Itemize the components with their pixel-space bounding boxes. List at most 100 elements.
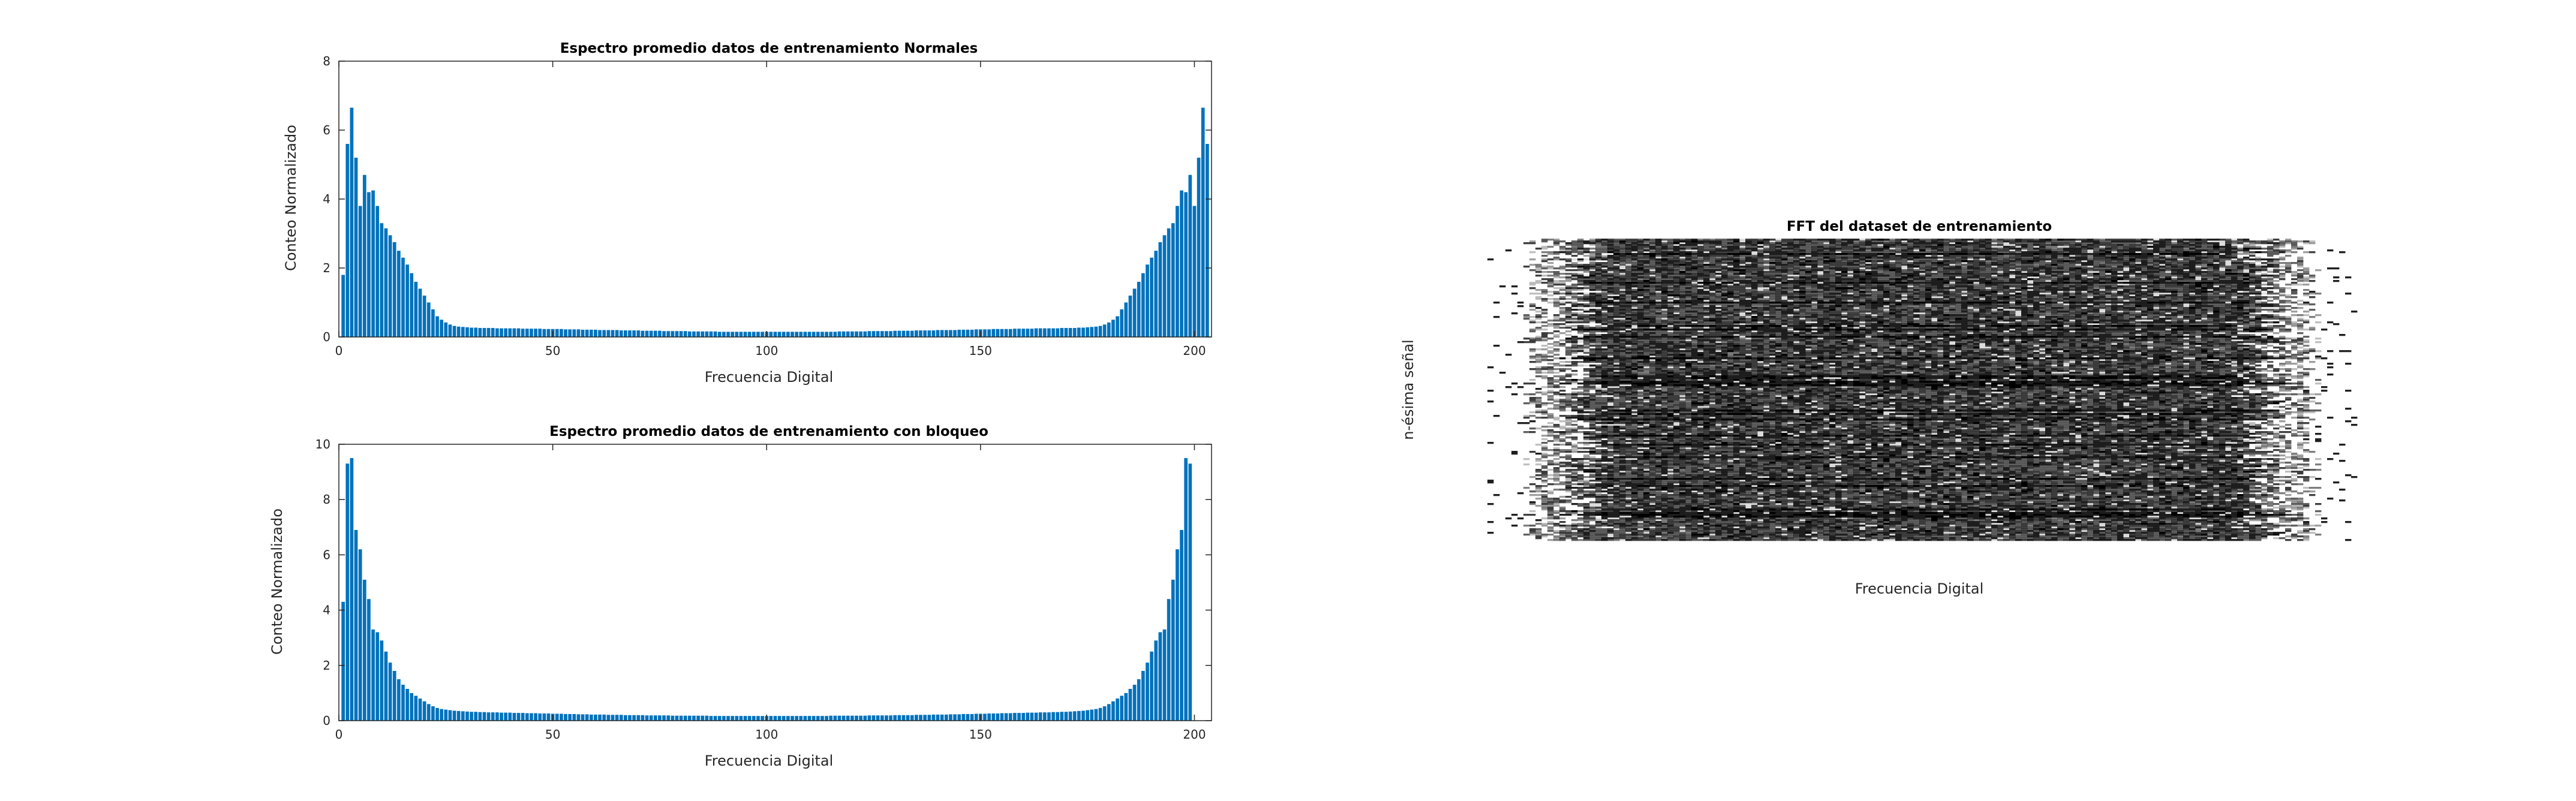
heatmap-cell	[1733, 302, 1751, 303]
heatmap-cell	[1889, 325, 1901, 327]
heatmap-cell	[1865, 264, 1871, 266]
bar	[615, 330, 619, 338]
bar	[876, 715, 880, 721]
heatmap-cell	[2285, 323, 2291, 325]
bar	[889, 715, 892, 721]
heatmap-cell	[1739, 309, 1745, 311]
heatmap-cell	[1643, 278, 1649, 280]
heatmap-cell	[1757, 307, 1763, 309]
bar	[1056, 712, 1059, 721]
heatmap-cell	[2015, 300, 2021, 302]
bar	[1021, 713, 1025, 721]
heatmap-cell	[2195, 266, 2201, 267]
heatmap-cell	[1799, 318, 1805, 320]
heatmap-cell	[1643, 314, 1667, 316]
heatmap-cell	[2021, 249, 2027, 251]
heatmap-cell	[2219, 244, 2225, 246]
heatmap-cell	[1925, 240, 1931, 242]
heatmap-cell	[1973, 275, 1979, 276]
heatmap-cell	[1931, 266, 1937, 267]
heatmap-cell	[2171, 291, 2177, 293]
heatmap-cell	[2057, 266, 2063, 267]
heatmap-cell	[2297, 266, 2303, 267]
heatmap-cell	[2249, 325, 2255, 327]
heatmap-cell	[2063, 271, 2069, 273]
heatmap-cell	[1661, 251, 1673, 253]
heatmap-cell	[1811, 257, 1823, 258]
heatmap-cell	[2147, 302, 2165, 303]
heatmap-cell	[1913, 244, 1931, 246]
y-tick-label: 10	[315, 437, 330, 451]
heatmap-cell	[2117, 311, 2123, 312]
heatmap-cell	[1949, 285, 1955, 287]
heatmap-cell	[2285, 318, 2291, 320]
heatmap-cell	[2057, 260, 2063, 262]
bar	[1154, 251, 1158, 337]
heatmap-cell	[2057, 302, 2063, 303]
heatmap-cell	[1589, 296, 1595, 298]
heatmap-cell	[2015, 278, 2021, 280]
heatmap-cell	[1949, 302, 1967, 303]
heatmap-cell	[2177, 291, 2189, 293]
heatmap-cell	[2141, 311, 2147, 312]
heatmap-cell	[2249, 271, 2255, 273]
heatmap-cell	[1697, 321, 1703, 323]
heatmap-cell	[1871, 305, 1883, 307]
heatmap-cell	[1943, 284, 1955, 285]
heatmap-cell	[2027, 311, 2033, 312]
heatmap-cell	[1811, 291, 1817, 293]
heatmap-cell	[2291, 246, 2297, 248]
heatmap-cell	[2093, 309, 2099, 311]
heatmap-cell	[2105, 285, 2111, 287]
heatmap-cell	[1649, 309, 1661, 311]
heatmap-cell	[1745, 248, 1757, 249]
heatmap-cell	[1649, 293, 1655, 294]
heatmap-cell	[2171, 311, 2177, 312]
heatmap-cell	[1889, 240, 1895, 242]
heatmap-cell	[1841, 257, 1847, 258]
heatmap-cell	[1679, 282, 1685, 284]
bar	[825, 332, 828, 337]
heatmap-cell	[1685, 271, 1697, 273]
heatmap-cell	[1883, 305, 1889, 307]
heatmap-cell	[2177, 294, 2183, 296]
heatmap-cell	[1559, 311, 1565, 312]
heatmap-cell	[1775, 275, 1781, 276]
heatmap-cell	[1529, 269, 1535, 271]
heatmap-cell	[1691, 255, 1697, 257]
heatmap-cell	[1601, 280, 1625, 282]
heatmap-cell	[1919, 240, 1925, 242]
heatmap-cell	[1913, 266, 1919, 267]
heatmap-cell	[1991, 303, 1997, 305]
heatmap-cell	[1577, 312, 1583, 314]
heatmap-cell	[2069, 320, 2075, 321]
heatmap-cell	[1853, 248, 1859, 249]
heatmap-cell	[2003, 293, 2009, 294]
bar	[816, 716, 820, 721]
heatmap-cell	[2297, 258, 2303, 260]
heatmap-cell	[1727, 296, 1739, 298]
heatmap-cell	[2081, 266, 2087, 267]
heatmap-cell	[1667, 266, 1673, 267]
heatmap-cell	[1829, 289, 1835, 291]
heatmap-cell	[2309, 276, 2315, 278]
heatmap-cell	[2117, 275, 2123, 276]
heatmap-cell	[1643, 320, 1649, 321]
heatmap-cell	[1595, 305, 1601, 307]
heatmap-cell	[2135, 287, 2147, 289]
heatmap-cell	[2219, 266, 2237, 267]
heatmap-cell	[2045, 264, 2051, 266]
heatmap-cell	[2279, 240, 2285, 242]
heatmap-cell	[1577, 269, 1589, 271]
heatmap-cell	[1895, 275, 1901, 276]
heatmap-cell	[2081, 285, 2087, 287]
heatmap-cell	[2027, 285, 2033, 287]
heatmap-cell	[2069, 296, 2075, 298]
heatmap-cell	[1985, 320, 1991, 321]
heatmap-cell	[1949, 244, 1955, 246]
heatmap-cell	[2189, 284, 2195, 285]
heatmap-cell	[2309, 303, 2315, 305]
heatmap-cell	[1775, 300, 1787, 302]
heatmap-cell	[2063, 321, 2075, 323]
heatmap-cell	[1859, 321, 1865, 323]
